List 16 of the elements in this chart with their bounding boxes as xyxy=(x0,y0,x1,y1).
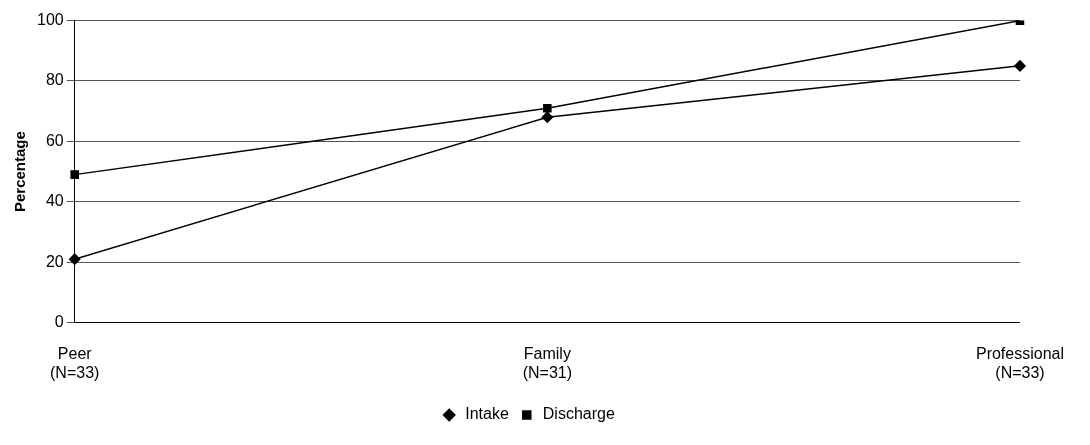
legend-label: Intake xyxy=(465,405,509,423)
y-tick-label: 20 xyxy=(45,252,64,270)
x-tick-label: Family (N=31) xyxy=(522,344,573,381)
y-axis-title: Percentage xyxy=(11,131,29,213)
point xyxy=(70,170,79,179)
y-tick-label: 0 xyxy=(54,313,64,331)
x-tick-label: Peer (N=33) xyxy=(50,344,100,381)
y-tick-label: 60 xyxy=(45,131,64,149)
point xyxy=(543,103,552,113)
y-tick-label: 80 xyxy=(45,71,64,89)
point xyxy=(1014,60,1026,72)
y-tick-label: 100 xyxy=(36,11,64,29)
y-tick-label: 40 xyxy=(45,192,64,210)
point xyxy=(541,111,554,123)
legend-label: Discharge xyxy=(542,405,615,423)
x-tick-label: Professional (N=33) xyxy=(975,344,1064,381)
